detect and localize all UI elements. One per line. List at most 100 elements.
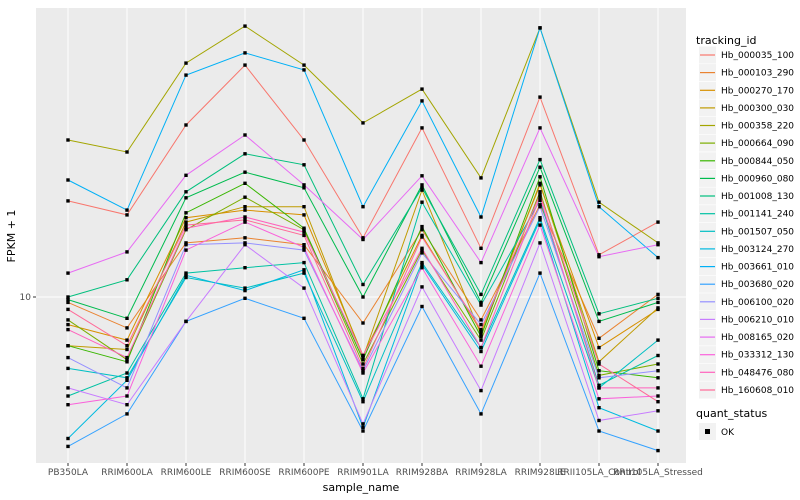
data-point bbox=[656, 448, 660, 453]
legend-label: Hb_000664_090 bbox=[721, 139, 794, 149]
data-point bbox=[184, 275, 188, 280]
data-point bbox=[184, 243, 188, 247]
data-point bbox=[597, 312, 601, 316]
data-point bbox=[125, 150, 129, 154]
data-point bbox=[302, 316, 306, 320]
data-point bbox=[66, 318, 70, 322]
data-point bbox=[479, 412, 483, 416]
data-point bbox=[538, 223, 542, 227]
data-point bbox=[420, 188, 424, 192]
legend-item-Hb_000358_220: Hb_000358_220 bbox=[699, 117, 794, 134]
data-point bbox=[479, 292, 483, 297]
legend-item-Hb_000103_290: Hb_000103_290 bbox=[699, 64, 794, 82]
legend-item-Hb_160608_010: Hb_160608_010 bbox=[699, 381, 794, 399]
x-tick-label: RRIM928BA bbox=[396, 468, 449, 478]
series-points-Hb_048476_080 bbox=[66, 195, 660, 390]
data-point bbox=[420, 235, 424, 239]
data-point bbox=[479, 300, 483, 305]
data-point bbox=[597, 362, 601, 366]
data-point bbox=[184, 173, 188, 177]
legend-label: Hb_001507_050 bbox=[721, 227, 794, 237]
data-point bbox=[656, 241, 660, 245]
data-point bbox=[184, 273, 188, 277]
legend-item-Hb_000664_090: Hb_000664_090 bbox=[699, 134, 794, 152]
data-point bbox=[538, 126, 542, 130]
data-point bbox=[302, 183, 306, 187]
series-points-Hb_160608_010 bbox=[66, 193, 660, 404]
data-point bbox=[597, 373, 601, 378]
series-points-Hb_000844_050 bbox=[66, 175, 660, 380]
legend-item-Hb_003124_270: Hb_003124_270 bbox=[699, 240, 794, 258]
legend-title-quant-status: quant_status bbox=[696, 407, 768, 420]
data-point bbox=[479, 322, 483, 327]
data-point bbox=[184, 190, 188, 194]
legend-item-Hb_008165_020: Hb_008165_020 bbox=[699, 328, 794, 346]
legend-item-Hb_003680_020: Hb_003680_020 bbox=[699, 275, 794, 293]
data-point bbox=[66, 138, 70, 142]
legend-label: Hb_160608_010 bbox=[721, 386, 794, 396]
data-point bbox=[184, 319, 188, 324]
data-point bbox=[597, 336, 601, 340]
data-point bbox=[184, 211, 188, 215]
series-points-Hb_000960_080 bbox=[66, 165, 660, 324]
quant-ok-square-icon bbox=[705, 429, 710, 434]
data-point bbox=[125, 358, 129, 362]
data-point bbox=[361, 371, 365, 375]
data-point bbox=[597, 319, 601, 324]
data-point bbox=[184, 220, 188, 224]
data-point bbox=[538, 195, 542, 199]
data-point bbox=[420, 260, 424, 265]
data-point bbox=[184, 248, 188, 252]
x-tick-label: RRIM600LA bbox=[101, 468, 153, 478]
data-point bbox=[243, 215, 247, 219]
data-point bbox=[302, 163, 306, 167]
legend-item-Hb_000035_100: Hb_000035_100 bbox=[699, 46, 794, 64]
data-point bbox=[479, 246, 483, 250]
data-point bbox=[66, 344, 70, 348]
data-point bbox=[656, 296, 660, 300]
data-point bbox=[125, 403, 129, 407]
data-point bbox=[361, 355, 365, 360]
data-point bbox=[420, 266, 424, 270]
series-points-Hb_003124_270 bbox=[66, 218, 660, 441]
series-points-Hb_001008_130 bbox=[66, 152, 660, 316]
data-point bbox=[125, 412, 129, 416]
data-point bbox=[361, 282, 365, 287]
data-point bbox=[361, 353, 365, 358]
legend-item-Hb_048476_080: Hb_048476_080 bbox=[699, 363, 794, 381]
data-point bbox=[361, 366, 365, 371]
data-point bbox=[66, 327, 70, 332]
series-points-Hb_033312_130 bbox=[66, 220, 660, 407]
data-point bbox=[243, 288, 247, 293]
y-axis-title: FPKM + 1 bbox=[5, 210, 18, 263]
data-point bbox=[361, 362, 365, 366]
data-point bbox=[125, 316, 129, 320]
data-point bbox=[361, 205, 365, 209]
x-tick-label: RRIM928LA bbox=[455, 468, 507, 478]
legend-label: Hb_000103_290 bbox=[721, 69, 794, 79]
series-points-Hb_006210_010 bbox=[66, 241, 660, 426]
data-point bbox=[479, 364, 483, 368]
data-point bbox=[361, 295, 365, 299]
data-point bbox=[597, 418, 601, 423]
data-point bbox=[656, 386, 660, 390]
data-point bbox=[479, 260, 483, 265]
y-tick-label: 10 bbox=[20, 293, 32, 303]
data-point bbox=[420, 285, 424, 289]
data-point bbox=[125, 338, 129, 342]
legend-label-ok: OK bbox=[721, 428, 735, 438]
data-point bbox=[243, 241, 247, 245]
data-point bbox=[538, 181, 542, 185]
data-point bbox=[66, 444, 70, 449]
data-point bbox=[125, 278, 129, 282]
data-point bbox=[656, 353, 660, 358]
series-points-Hb_001141_240 bbox=[66, 198, 660, 401]
data-point bbox=[420, 99, 424, 103]
x-tick-label: PB350LA bbox=[48, 468, 89, 478]
data-point bbox=[66, 295, 70, 299]
data-point bbox=[302, 245, 306, 250]
data-point bbox=[66, 297, 70, 302]
data-point bbox=[243, 266, 247, 270]
data-point bbox=[184, 61, 188, 65]
